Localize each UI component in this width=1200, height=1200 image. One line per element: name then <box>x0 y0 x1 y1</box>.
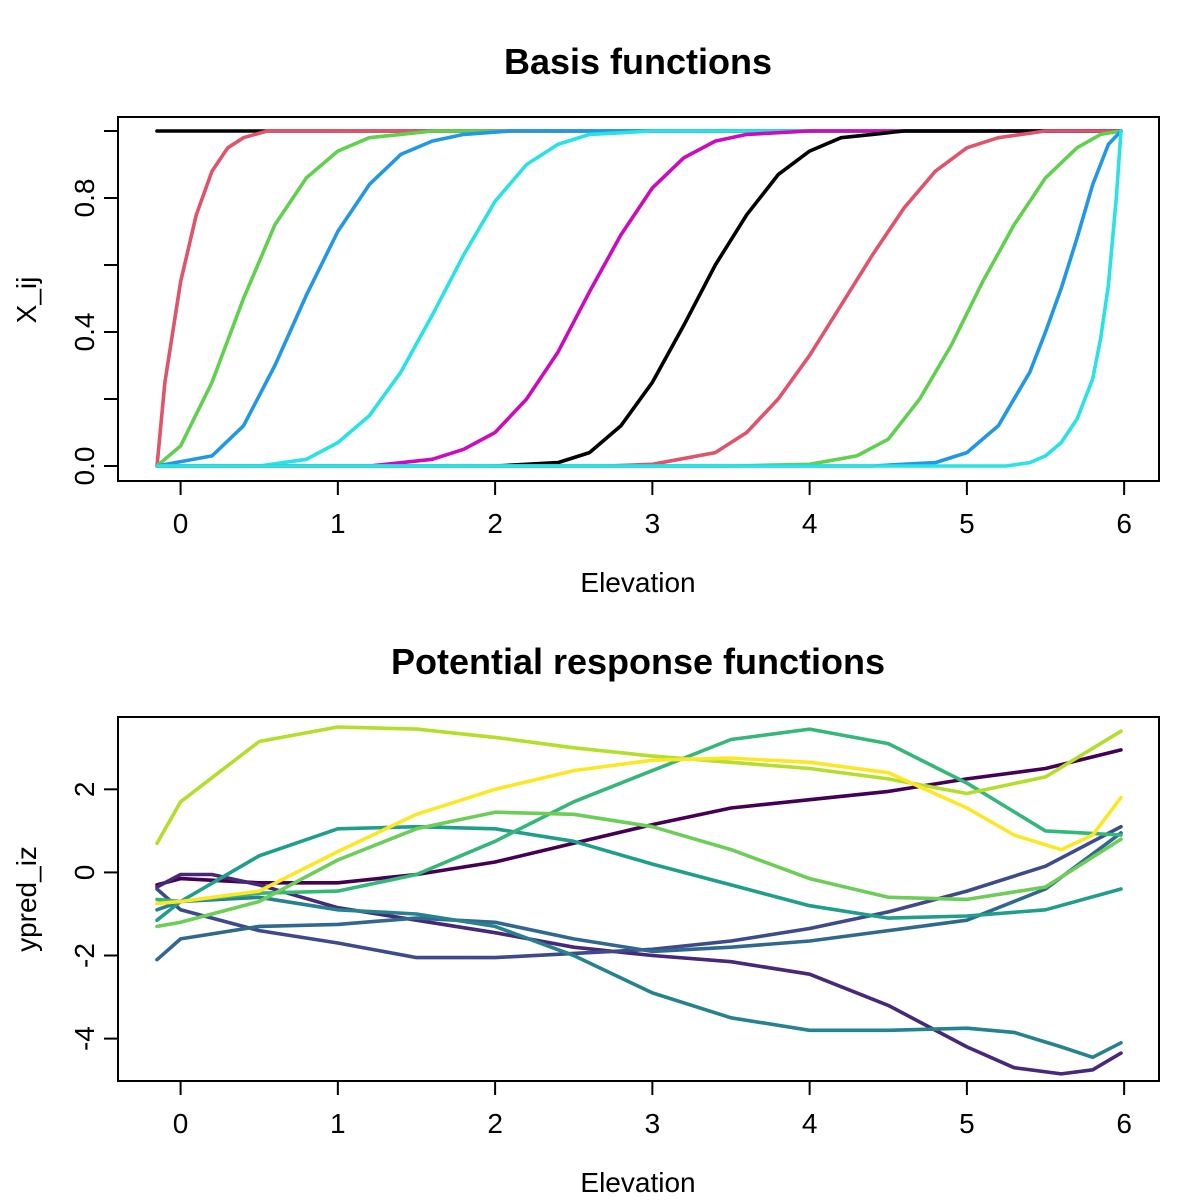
plot-frame <box>117 116 1160 482</box>
y-axis-label: ypred_iz <box>11 846 42 952</box>
x-tick-label: 3 <box>645 508 661 539</box>
series-line-6 <box>155 129 1123 468</box>
series-line-7 <box>493 129 1123 468</box>
series-line-1 <box>155 748 1123 887</box>
x-tick-label: 5 <box>959 1108 975 1139</box>
x-tick-label: 0 <box>173 508 189 539</box>
x-tick-label: 6 <box>1116 508 1132 539</box>
x-tick-label: 1 <box>330 1108 346 1139</box>
x-tick-label: 4 <box>802 1108 818 1139</box>
series-lines <box>155 725 1123 1076</box>
series-line-8 <box>155 810 1123 929</box>
y-tick-label: 2 <box>69 782 100 798</box>
series-line-4 <box>155 831 1123 962</box>
series-line-3 <box>155 129 1123 468</box>
x-axis-label: Elevation <box>580 567 695 598</box>
series-line-10 <box>155 129 1123 468</box>
series-line-8 <box>155 129 1123 468</box>
x-tick-label: 6 <box>1116 1108 1132 1139</box>
series-line-9 <box>155 129 1123 468</box>
x-axis-label: Elevation <box>580 1167 695 1198</box>
series-line-11 <box>155 129 1123 468</box>
series-line-5 <box>155 129 1123 468</box>
x-tick-label: 0 <box>173 1108 189 1139</box>
series-line-5 <box>155 895 1123 1060</box>
series-lines <box>155 129 1123 468</box>
chart-title: Potential response functions <box>391 641 885 682</box>
x-tick-label: 4 <box>802 508 818 539</box>
y-tick-label: -2 <box>69 943 100 968</box>
x-tick-label: 1 <box>330 508 346 539</box>
series-line-4 <box>155 129 1123 468</box>
y-tick-label: 0.4 <box>69 313 100 352</box>
y-tick-label: 0.8 <box>69 179 100 218</box>
x-axis: 0 1 2 3 4 5 6 <box>173 1080 1132 1139</box>
response-functions-panel: Potential response functions Elevation y… <box>11 641 1160 1198</box>
series-line-10 <box>155 756 1123 906</box>
basis-functions-panel: Basis functions Elevation X_ij 0 1 2 3 4 5 6 0… <box>11 41 1160 598</box>
x-tick-label: 2 <box>487 1108 503 1139</box>
y-tick-label: 0.0 <box>69 447 100 486</box>
series-line-2 <box>155 129 1123 468</box>
series-line-9 <box>155 725 1123 846</box>
x-tick-label: 2 <box>487 508 503 539</box>
series-line-3 <box>155 824 1123 960</box>
x-axis: 0 1 2 3 4 5 6 <box>173 480 1132 539</box>
series-line-6 <box>155 824 1123 922</box>
y-tick-label: -4 <box>69 1026 100 1051</box>
y-tick-label: 0 <box>69 865 100 881</box>
x-tick-label: 3 <box>645 1108 661 1139</box>
y-axis-label: X_ij <box>11 277 42 324</box>
y-axis: -4 -2 0 2 <box>69 782 119 1051</box>
x-tick-label: 5 <box>959 508 975 539</box>
y-axis: 0.0 0.4 0.8 <box>69 130 119 486</box>
series-line-2 <box>155 872 1123 1076</box>
chart-title: Basis functions <box>504 41 772 82</box>
